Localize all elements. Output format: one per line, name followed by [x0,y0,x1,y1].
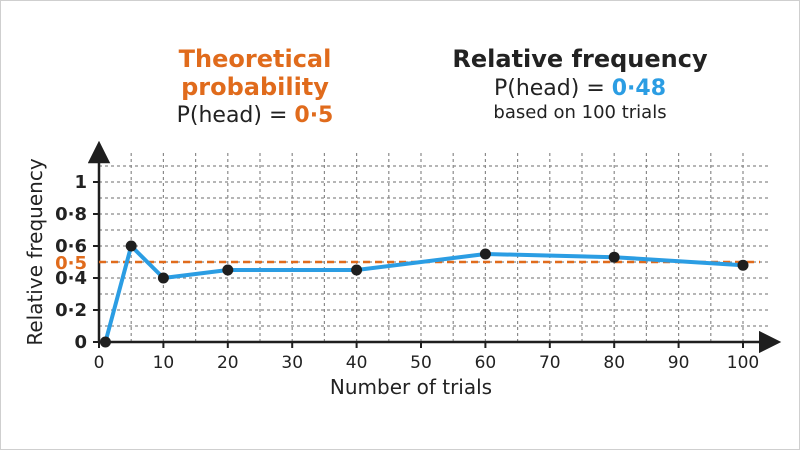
theoretical-probability-title: Theoretical probability [178,45,332,101]
relative-frequency-note: based on 100 trials [493,101,667,123]
tick-labels: 0 10 20 30 40 50 60 70 80 90 100 0 0·2 0·4 0·6 0·8 1 [55,172,759,373]
series-line [103,244,745,344]
theoretical-eq-value: 0·5 [294,103,334,129]
x-tick-label: 20 [217,353,239,373]
y-tick-label: 1 [74,172,87,193]
data-point [737,259,749,271]
series-group [99,240,749,348]
relative-frequency-panel: Relative frequency P(head) = 0·48 based … [430,45,730,124]
x-tick-label: 30 [281,353,303,373]
y-tick-label: 0·6 [55,236,87,257]
relative-frequency-equation: P(head) = 0·48 [430,76,730,101]
data-point [222,264,234,276]
y-tick-label: 0·2 [55,300,87,321]
data-point [125,240,137,252]
x-axis-label: Number of trials [330,375,492,399]
x-tick-label: 40 [346,353,368,373]
data-point [608,251,620,263]
relative-eq-prefix: P(head) = [493,75,612,101]
x-tick-label: 50 [410,353,432,373]
relative-frequency-title: Relative frequency [452,45,708,73]
data-point [157,272,169,284]
x-tick-label: 60 [475,353,497,373]
chart-grid [99,150,768,342]
data-point [351,264,363,276]
y-tick-label: 0 [74,332,87,353]
data-point [479,248,491,260]
x-tick-label: 100 [727,353,759,373]
chart-axes [87,140,782,354]
y-axis-label: Relative frequency [23,158,47,345]
theoretical-probability-equation: P(head) = 0·5 [105,103,405,128]
x-tick-label: 90 [668,353,690,373]
x-tick-label: 70 [539,353,561,373]
x-tick-label: 10 [153,353,175,373]
relative-eq-value: 0·48 [611,75,667,101]
x-tick-label: 80 [603,353,625,373]
theoretical-probability-panel: Theoretical probability P(head) = 0·5 [105,45,405,128]
y-tick-label: 0·8 [55,204,87,225]
reference-line-label: 0·5 [55,253,87,274]
theoretical-eq-prefix: P(head) = [176,103,295,129]
data-point [99,336,111,348]
y-tick-label: 0·4 [55,268,87,289]
x-tick-label: 0 [94,353,105,373]
